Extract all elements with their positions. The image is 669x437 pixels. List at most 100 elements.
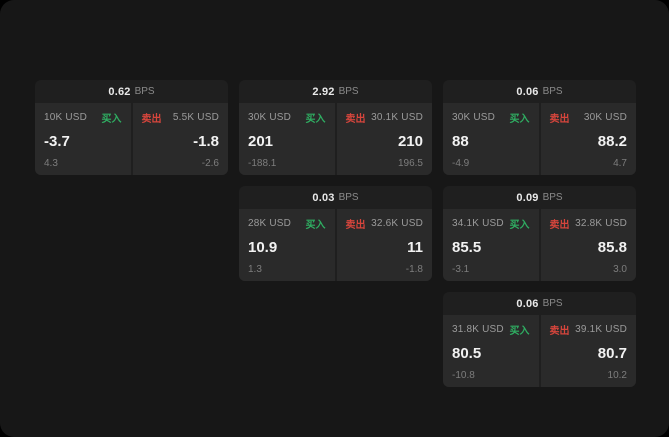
buy-amount: 10K USD [44,112,88,123]
sell-panel[interactable]: 卖出 32.6K USD 11 -1.8 [336,209,432,281]
sell-label: 卖出 [549,326,570,337]
buy-label: 买入 [305,114,326,125]
sell-label: 卖出 [549,220,570,231]
quote-panels: 28K USD 买入 10.9 1.3 卖出 32.6K USD 11 -1.8 [239,209,432,281]
bps-value: 0.06 [516,297,539,310]
buy-price: -3.7 [44,133,70,150]
sell-delta: 3.0 [613,264,627,275]
bps-value: 0.62 [108,85,131,98]
buy-amount: 28K USD [248,218,292,229]
sell-price: 80.7 [597,345,627,362]
buy-label: 买入 [509,114,530,125]
buy-delta: -4.9 [452,158,470,169]
buy-price: 201 [248,133,274,150]
bps-unit: BPS [134,86,155,97]
sell-delta: 196.5 [397,158,423,169]
quote-panels: 31.8K USD 买入 80.5 -10.8 卖出 39.1K USD 80.… [443,315,636,387]
buy-label: 买入 [101,114,122,125]
sell-amount: 32.6K USD [371,218,423,229]
bps-value: 0.06 [516,85,539,98]
sell-amount: 30.1K USD [371,112,423,123]
sell-amount: 5.5K USD [172,112,219,123]
sell-label: 卖出 [345,114,366,125]
card-header: 0.06 BPS [443,80,636,103]
sell-label: 卖出 [345,220,366,231]
quote-panels: 30K USD 买入 88 -4.9 卖出 30K USD 88.2 4.7 [443,103,636,175]
sell-price: 210 [397,133,423,150]
bps-value: 2.92 [312,85,335,98]
buy-panel[interactable]: 30K USD 买入 88 -4.9 [443,103,539,175]
buy-price: 80.5 [452,345,482,362]
sell-panel[interactable]: 卖出 5.5K USD -1.8 -2.6 [132,103,228,175]
buy-delta: 1.3 [248,264,262,275]
quote-card: 2.92 BPS 30K USD 买入 201 -188.1 卖出 30.1K … [239,80,432,175]
buy-label: 买入 [305,220,326,231]
buy-amount: 30K USD [452,112,496,123]
buy-panel[interactable]: 30K USD 买入 201 -188.1 [239,103,335,175]
sell-delta: 10.2 [607,370,627,381]
card-header: 0.09 BPS [443,186,636,209]
sell-panel[interactable]: 卖出 32.8K USD 85.8 3.0 [540,209,636,281]
buy-price: 88 [452,133,469,150]
sell-delta: -1.8 [405,264,423,275]
card-header: 0.62 BPS [35,80,228,103]
buy-amount: 31.8K USD [452,324,504,335]
buy-delta: 4.3 [44,158,58,169]
sell-amount: 39.1K USD [575,324,627,335]
card-header: 0.03 BPS [239,186,432,209]
card-header: 2.92 BPS [239,80,432,103]
sell-label: 卖出 [141,114,162,125]
sell-delta: -2.6 [201,158,219,169]
sell-panel-top: 卖出 30.1K USD [346,110,424,125]
sell-panel-top: 卖出 32.6K USD [346,216,424,231]
sell-price: -1.8 [193,133,219,150]
quote-card: 0.62 BPS 10K USD 买入 -3.7 4.3 卖出 5.5K USD [35,80,228,175]
sell-price: 88.2 [597,133,627,150]
buy-panel-top: 30K USD 买入 [248,110,326,125]
bps-unit: BPS [542,298,563,309]
buy-amount: 34.1K USD [452,218,504,229]
sell-panel[interactable]: 卖出 39.1K USD 80.7 10.2 [540,315,636,387]
buy-price: 85.5 [452,239,482,256]
sell-panel-top: 卖出 39.1K USD [550,322,628,337]
sell-panel[interactable]: 卖出 30K USD 88.2 4.7 [540,103,636,175]
bps-value: 0.03 [312,191,335,204]
buy-label: 买入 [509,326,530,337]
bps-unit: BPS [338,192,359,203]
bps-unit: BPS [338,86,359,97]
card-header: 0.06 BPS [443,292,636,315]
sell-amount: 30K USD [583,112,627,123]
sell-price: 85.8 [597,239,627,256]
sell-amount: 32.8K USD [575,218,627,229]
quote-card: 0.06 BPS 30K USD 买入 88 -4.9 卖出 30K USD [443,80,636,175]
buy-delta: -3.1 [452,264,470,275]
buy-label: 买入 [509,220,530,231]
buy-panel-top: 34.1K USD 买入 [452,216,530,231]
sell-panel-top: 卖出 32.8K USD [550,216,628,231]
buy-panel[interactable]: 10K USD 买入 -3.7 4.3 [35,103,131,175]
bps-unit: BPS [542,86,563,97]
quote-card: 0.03 BPS 28K USD 买入 10.9 1.3 卖出 32.6K US… [239,186,432,281]
quote-panels: 10K USD 买入 -3.7 4.3 卖出 5.5K USD -1.8 -2.… [35,103,228,175]
buy-panel[interactable]: 31.8K USD 买入 80.5 -10.8 [443,315,539,387]
sell-delta: 4.7 [613,158,627,169]
buy-panel-top: 10K USD 买入 [44,110,122,125]
sell-price: 11 [407,239,423,256]
buy-panel-top: 30K USD 买入 [452,110,530,125]
buy-panel[interactable]: 28K USD 买入 10.9 1.3 [239,209,335,281]
bps-value: 0.09 [516,191,539,204]
buy-amount: 30K USD [248,112,292,123]
buy-price: 10.9 [248,239,278,256]
sell-panel-top: 卖出 30K USD [550,110,628,125]
sell-panel[interactable]: 卖出 30.1K USD 210 196.5 [336,103,432,175]
buy-panel[interactable]: 34.1K USD 买入 85.5 -3.1 [443,209,539,281]
sell-panel-top: 卖出 5.5K USD [142,110,220,125]
quote-card: 0.06 BPS 31.8K USD 买入 80.5 -10.8 卖出 39.1… [443,292,636,387]
buy-delta: -10.8 [452,370,475,381]
quote-card: 0.09 BPS 34.1K USD 买入 85.5 -3.1 卖出 32.8K… [443,186,636,281]
buy-delta: -188.1 [248,158,277,169]
sell-label: 卖出 [549,114,570,125]
buy-panel-top: 31.8K USD 买入 [452,322,530,337]
quote-panels: 34.1K USD 买入 85.5 -3.1 卖出 32.8K USD 85.8… [443,209,636,281]
